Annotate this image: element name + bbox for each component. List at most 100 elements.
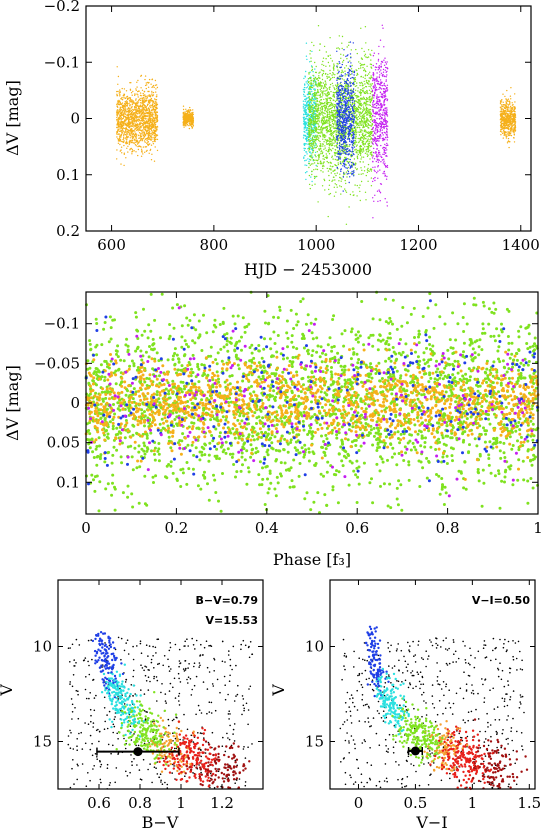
light-curve-point bbox=[152, 118, 154, 120]
light-curve-point bbox=[364, 137, 366, 140]
light-curve-point bbox=[360, 115, 362, 118]
light-curve-point bbox=[334, 121, 336, 123]
light-curve-point bbox=[183, 122, 185, 125]
light-curve-point bbox=[513, 108, 515, 110]
light-curve-point bbox=[132, 135, 134, 137]
light-curve-point bbox=[131, 103, 133, 106]
light-curve-point bbox=[334, 100, 337, 103]
light-curve-points bbox=[116, 24, 517, 232]
light-curve-point bbox=[331, 106, 333, 109]
light-curve-point bbox=[311, 139, 314, 141]
light-curve-point bbox=[155, 84, 158, 86]
light-curve-point bbox=[327, 91, 329, 93]
light-curve-point bbox=[137, 94, 139, 96]
light-curve-point bbox=[310, 109, 312, 111]
light-curve-point bbox=[509, 119, 511, 122]
light-curve-point bbox=[500, 134, 502, 136]
light-curve-point bbox=[305, 70, 307, 73]
light-curve-point bbox=[511, 106, 513, 109]
light-curve-point bbox=[514, 114, 516, 117]
light-curve-point bbox=[345, 65, 348, 67]
light-curve-point bbox=[188, 111, 191, 114]
light-curve-point bbox=[118, 110, 120, 112]
light-curve-point bbox=[358, 82, 361, 84]
light-curve-point bbox=[182, 120, 185, 123]
light-curve-point bbox=[367, 144, 369, 146]
light-curve-point bbox=[148, 110, 150, 112]
light-curve-point bbox=[329, 72, 331, 75]
light-curve-point bbox=[150, 134, 152, 136]
light-curve-point bbox=[312, 141, 315, 143]
light-curve-point bbox=[362, 104, 364, 106]
light-curve-point bbox=[153, 129, 155, 132]
light-curve-point bbox=[310, 128, 312, 131]
light-curve-point bbox=[117, 130, 119, 132]
light-curve-point bbox=[122, 105, 125, 108]
light-curve-point bbox=[334, 141, 336, 143]
light-curve-point bbox=[345, 134, 347, 136]
light-curve-point bbox=[368, 99, 371, 101]
light-curve-point bbox=[356, 52, 358, 55]
light-curve-point bbox=[138, 125, 140, 127]
light-curve-point bbox=[355, 120, 357, 122]
light-curve-point bbox=[149, 138, 151, 140]
light-curve-point bbox=[150, 97, 153, 100]
light-curve-point bbox=[156, 95, 158, 98]
light-curve-point bbox=[512, 120, 514, 122]
light-curve-point bbox=[361, 140, 363, 142]
light-curve-point bbox=[305, 138, 307, 141]
light-curve-point bbox=[116, 94, 119, 97]
light-curve-point bbox=[321, 110, 323, 112]
light-curve-point bbox=[134, 123, 136, 125]
light-curve-point bbox=[123, 105, 126, 108]
light-curve-point bbox=[359, 161, 361, 163]
light-curve-point bbox=[511, 123, 513, 125]
light-curve-point bbox=[360, 153, 362, 155]
light-curve-point bbox=[505, 124, 508, 126]
light-curve-point bbox=[308, 123, 310, 126]
light-curve-point bbox=[125, 117, 127, 119]
light-curve-point bbox=[321, 85, 324, 87]
light-curve-point bbox=[329, 129, 332, 131]
light-curve-point bbox=[360, 118, 363, 120]
light-curve-point bbox=[342, 59, 345, 62]
light-curve-point bbox=[320, 108, 322, 110]
light-curve-point bbox=[366, 113, 369, 116]
light-curve-point bbox=[508, 123, 511, 126]
light-curve-point bbox=[340, 57, 342, 59]
light-curve-point bbox=[363, 109, 365, 112]
light-curve-point bbox=[324, 189, 326, 191]
light-curve-point bbox=[188, 124, 190, 127]
light-curve-point bbox=[363, 138, 365, 140]
light-curve-point bbox=[324, 116, 327, 118]
light-curve-point bbox=[156, 125, 158, 128]
light-curve-point bbox=[330, 172, 332, 174]
light-curve-point bbox=[511, 113, 514, 115]
light-curve-point bbox=[341, 78, 344, 80]
light-curve-point bbox=[365, 100, 368, 103]
light-curve-point bbox=[366, 140, 369, 142]
light-curve-point bbox=[509, 101, 511, 103]
light-curve-point bbox=[311, 184, 313, 186]
light-curve-point bbox=[506, 102, 508, 105]
light-curve-point bbox=[329, 137, 331, 139]
light-curve-point bbox=[152, 94, 155, 96]
light-curve-point bbox=[154, 106, 156, 108]
light-curve-point bbox=[137, 99, 140, 102]
light-curve-point bbox=[117, 140, 120, 142]
light-curve-point bbox=[123, 116, 125, 118]
light-curve-point bbox=[144, 116, 146, 118]
light-curve-point bbox=[367, 122, 369, 125]
light-curve-point bbox=[303, 149, 306, 151]
light-curve-point bbox=[363, 55, 366, 57]
light-curve-point bbox=[330, 97, 333, 100]
light-curve-point bbox=[146, 115, 148, 117]
light-curve-point bbox=[304, 105, 306, 107]
light-curve-point bbox=[356, 184, 358, 187]
light-curve-point bbox=[149, 124, 151, 127]
light-curve-point bbox=[331, 74, 333, 76]
light-curve-point bbox=[323, 70, 325, 72]
light-curve-point bbox=[148, 100, 151, 102]
light-curve-point bbox=[316, 159, 318, 162]
light-curve-point bbox=[314, 89, 316, 92]
